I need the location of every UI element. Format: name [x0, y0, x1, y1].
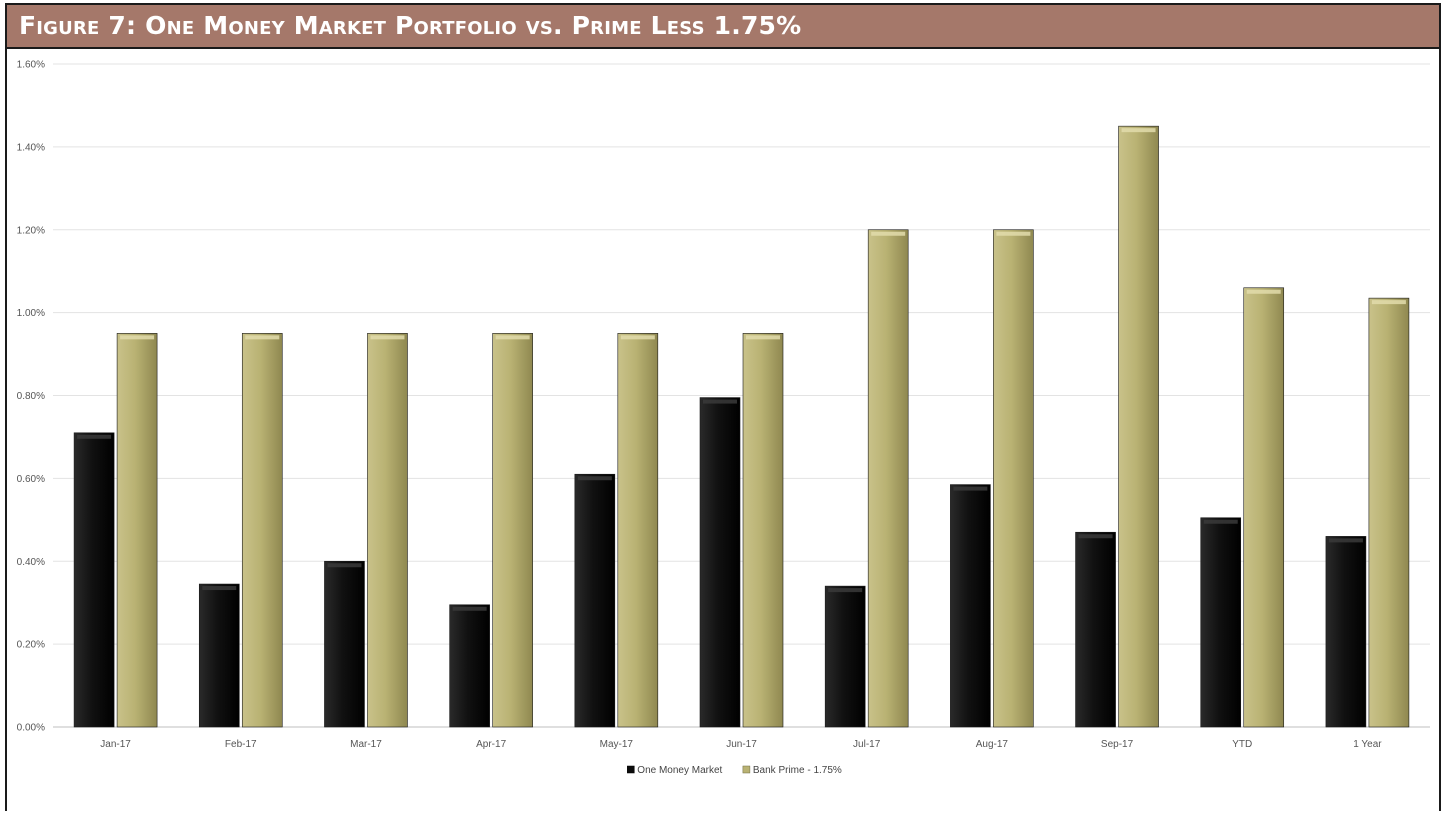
y-tick-label: 0.80% [17, 391, 45, 402]
bar-one-money-market [1325, 536, 1367, 728]
y-tick-label: 0.40% [17, 557, 45, 568]
bar-cap-bank-prime [746, 335, 780, 340]
bar-bank-prime [867, 229, 909, 728]
bar-bank-prime [1368, 297, 1410, 728]
y-tick-label: 0.00% [17, 723, 45, 734]
bar-cap-one-money-market [77, 434, 112, 439]
bar-cap-bank-prime [1121, 128, 1156, 133]
bar-cap-bank-prime [245, 335, 280, 340]
legend-label-one-money-market: One Money Market [637, 765, 722, 776]
bar-bank-prime [367, 333, 408, 728]
legend-label-bank-prime: Bank Prime - 1.75% [753, 765, 842, 776]
y-tick-label: 0.20% [17, 640, 45, 651]
bar-cap-bank-prime [495, 335, 530, 340]
bar-cap-one-money-market [953, 486, 988, 491]
y-tick-label: 1.40% [17, 142, 45, 153]
bar-cap-bank-prime [370, 335, 405, 340]
legend-swatch-bank-prime [742, 765, 751, 774]
bar-cap-one-money-market [1328, 538, 1363, 543]
bar-cap-one-money-market [1078, 534, 1113, 539]
title-bar: Figure 7: One Money Market Portfolio vs.… [7, 5, 1439, 49]
bar-cap-one-money-market [1203, 519, 1238, 524]
bar-one-money-market [449, 604, 490, 728]
x-tick-label: Mar-17 [350, 739, 382, 750]
legend-swatch-one-money-market [627, 765, 635, 774]
bar-bank-prime [1243, 287, 1285, 728]
bar-cap-bank-prime [620, 335, 655, 340]
bar-bank-prime [617, 333, 659, 728]
y-tick-label: 1.20% [17, 225, 45, 236]
y-tick-label: 0.60% [17, 474, 45, 485]
x-tick-label: May-17 [600, 739, 634, 750]
bar-cap-one-money-market [703, 399, 737, 404]
bar-one-money-market [699, 397, 741, 728]
bar-one-money-market [574, 473, 616, 728]
bar-one-money-market [1075, 531, 1116, 728]
bar-bank-prime [116, 333, 158, 728]
bar-one-money-market [324, 560, 365, 728]
bar-bank-prime [993, 229, 1034, 728]
x-tick-label: Sep-17 [1101, 739, 1134, 750]
bar-cap-one-money-market [577, 476, 612, 481]
bar-cap-one-money-market [202, 586, 237, 591]
x-tick-label: 1 Year [1353, 739, 1382, 750]
bar-one-money-market [1200, 517, 1242, 728]
x-tick-label: YTD [1232, 739, 1252, 750]
x-tick-label: Jun-17 [726, 739, 757, 750]
bar-one-money-market [198, 583, 240, 728]
x-tick-label: Aug-17 [976, 739, 1009, 750]
chart-title: Figure 7: One Money Market Portfolio vs.… [19, 11, 802, 40]
bar-bank-prime [492, 333, 533, 728]
x-tick-label: Jul-17 [853, 739, 881, 750]
bar-bank-prime [742, 333, 784, 728]
bar-one-money-market [73, 432, 115, 728]
bar-cap-one-money-market [327, 563, 362, 568]
bar-cap-one-money-market [828, 588, 863, 593]
y-tick-label: 1.00% [17, 308, 45, 319]
bar-one-money-market [824, 585, 866, 728]
y-tick-label: 1.60% [17, 60, 45, 71]
bar-one-money-market [950, 484, 991, 728]
x-tick-label: Jan-17 [100, 739, 131, 750]
x-tick-label: Apr-17 [476, 739, 506, 750]
x-tick-label: Feb-17 [225, 739, 257, 750]
bar-bank-prime [1118, 125, 1159, 728]
bar-cap-bank-prime [1371, 300, 1406, 305]
bar-cap-bank-prime [120, 335, 155, 340]
bar-bank-prime [241, 333, 283, 728]
bar-cap-one-money-market [452, 606, 487, 611]
bar-cap-bank-prime [996, 231, 1031, 236]
bar-cap-bank-prime [1246, 289, 1281, 294]
bar-cap-bank-prime [871, 231, 906, 236]
